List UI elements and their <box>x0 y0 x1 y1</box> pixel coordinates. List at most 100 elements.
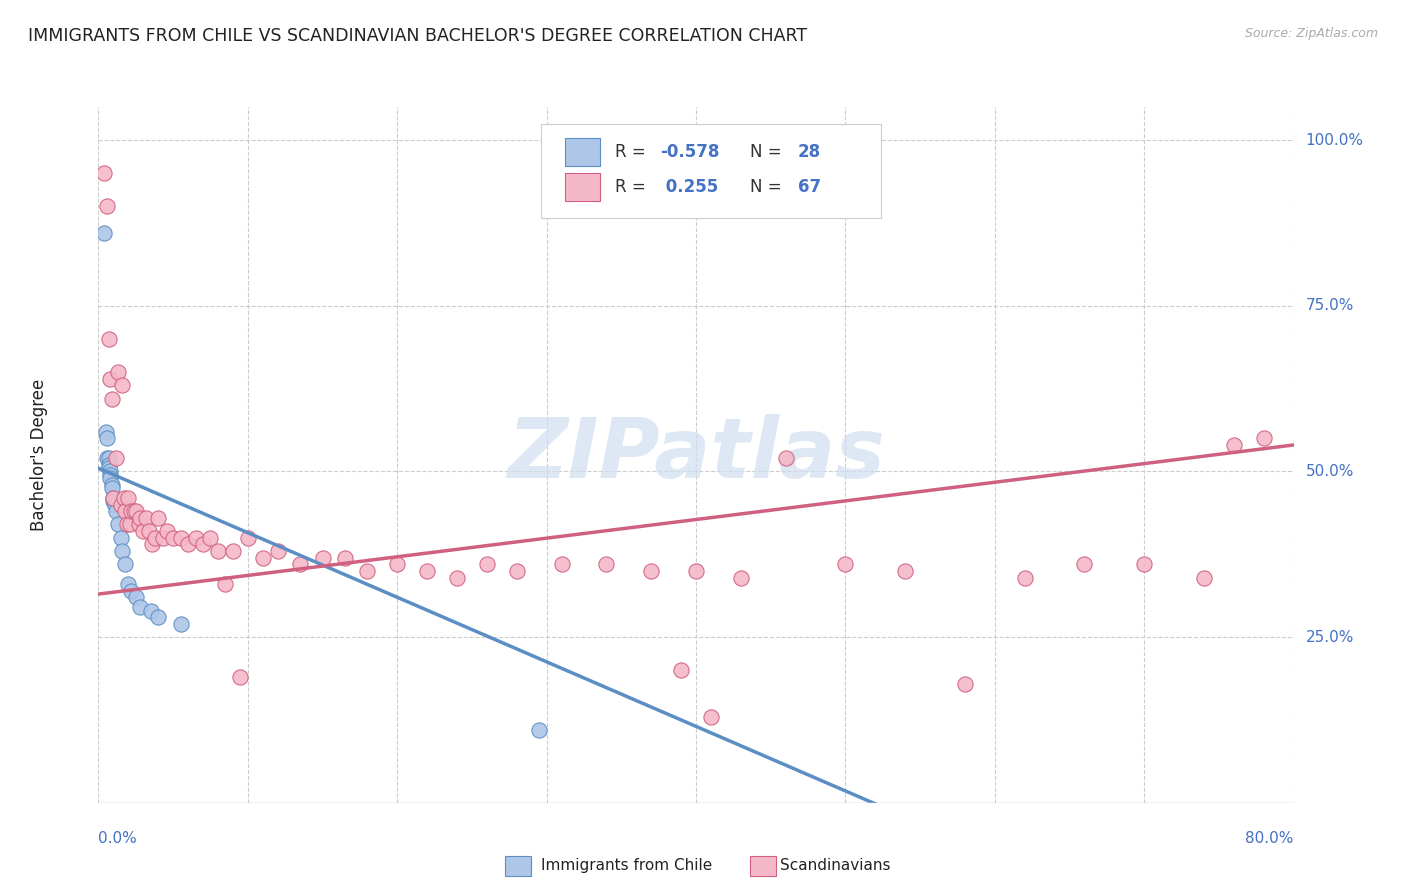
Text: 80.0%: 80.0% <box>1246 830 1294 846</box>
FancyBboxPatch shape <box>565 173 600 201</box>
Point <box>214 577 236 591</box>
Point <box>98 467 122 482</box>
Point <box>311 550 333 565</box>
FancyBboxPatch shape <box>505 856 531 876</box>
Point <box>730 570 752 584</box>
Point <box>775 451 797 466</box>
Point <box>117 577 139 591</box>
Point <box>162 531 184 545</box>
FancyBboxPatch shape <box>540 124 882 219</box>
Point <box>103 491 125 505</box>
Text: N =: N = <box>749 144 786 161</box>
Point <box>112 491 135 505</box>
Point <box>1133 558 1156 572</box>
Text: 50.0%: 50.0% <box>1305 464 1354 479</box>
Point <box>169 616 191 631</box>
Point <box>93 226 115 240</box>
Point <box>105 451 128 466</box>
Text: R =: R = <box>614 144 651 161</box>
Text: 100.0%: 100.0% <box>1305 133 1364 148</box>
Point <box>110 498 132 512</box>
Point <box>96 451 118 466</box>
Text: IMMIGRANTS FROM CHILE VS SCANDINAVIAN BACHELOR'S DEGREE CORRELATION CHART: IMMIGRANTS FROM CHILE VS SCANDINAVIAN BA… <box>28 27 807 45</box>
Point <box>953 676 976 690</box>
Point <box>669 663 692 677</box>
Point <box>191 537 214 551</box>
Point <box>229 670 252 684</box>
Point <box>506 564 529 578</box>
Point <box>97 458 120 472</box>
Point <box>135 511 157 525</box>
Point <box>125 504 148 518</box>
Point <box>894 564 917 578</box>
Text: 67: 67 <box>797 178 821 196</box>
Point <box>96 199 118 213</box>
Point <box>1014 570 1036 584</box>
Point <box>1253 431 1275 445</box>
Point <box>120 583 142 598</box>
Text: 25.0%: 25.0% <box>1305 630 1354 645</box>
Point <box>103 494 125 508</box>
Point <box>169 531 191 545</box>
Point <box>156 524 179 538</box>
Point <box>200 531 222 545</box>
Point <box>96 431 118 445</box>
Text: Immigrants from Chile: Immigrants from Chile <box>540 858 711 873</box>
Point <box>152 531 174 545</box>
Point <box>107 365 129 379</box>
Point <box>114 504 136 518</box>
Point <box>222 544 245 558</box>
Point <box>114 558 136 572</box>
Point <box>416 564 439 578</box>
Point <box>527 723 550 737</box>
Point <box>101 477 124 491</box>
Point <box>105 504 128 518</box>
Point <box>356 564 378 578</box>
Text: -0.578: -0.578 <box>661 144 720 161</box>
Point <box>128 517 150 532</box>
Text: N =: N = <box>749 178 786 196</box>
Point <box>111 378 134 392</box>
Point <box>139 604 162 618</box>
Point <box>98 372 122 386</box>
Point <box>834 558 856 572</box>
Point <box>550 558 572 572</box>
Point <box>129 511 152 525</box>
Point <box>148 511 170 525</box>
Point <box>1223 438 1246 452</box>
Point <box>129 600 152 615</box>
Point <box>98 465 122 479</box>
Point <box>104 498 127 512</box>
Point <box>132 524 155 538</box>
Point <box>97 332 120 346</box>
Point <box>207 544 229 558</box>
Point <box>700 709 723 723</box>
Text: 0.255: 0.255 <box>661 178 718 196</box>
Point <box>1073 558 1095 572</box>
Point <box>93 166 115 180</box>
Point <box>1192 570 1215 584</box>
FancyBboxPatch shape <box>565 138 600 166</box>
Point <box>103 491 125 505</box>
Point <box>110 531 132 545</box>
FancyBboxPatch shape <box>749 856 776 876</box>
Point <box>148 610 170 624</box>
Point <box>97 461 120 475</box>
Point <box>236 531 259 545</box>
Point <box>125 591 148 605</box>
Point <box>98 471 122 485</box>
Point <box>94 425 117 439</box>
Point <box>124 504 146 518</box>
Point <box>685 564 707 578</box>
Point <box>446 570 468 584</box>
Text: 0.0%: 0.0% <box>98 830 138 846</box>
Text: R =: R = <box>614 178 657 196</box>
Point <box>595 558 617 572</box>
Point <box>267 544 290 558</box>
Text: 75.0%: 75.0% <box>1305 298 1354 313</box>
Text: 28: 28 <box>797 144 821 161</box>
Point <box>115 517 138 532</box>
Point <box>475 558 498 572</box>
Text: Scandinavians: Scandinavians <box>779 858 890 873</box>
Point <box>117 491 139 505</box>
